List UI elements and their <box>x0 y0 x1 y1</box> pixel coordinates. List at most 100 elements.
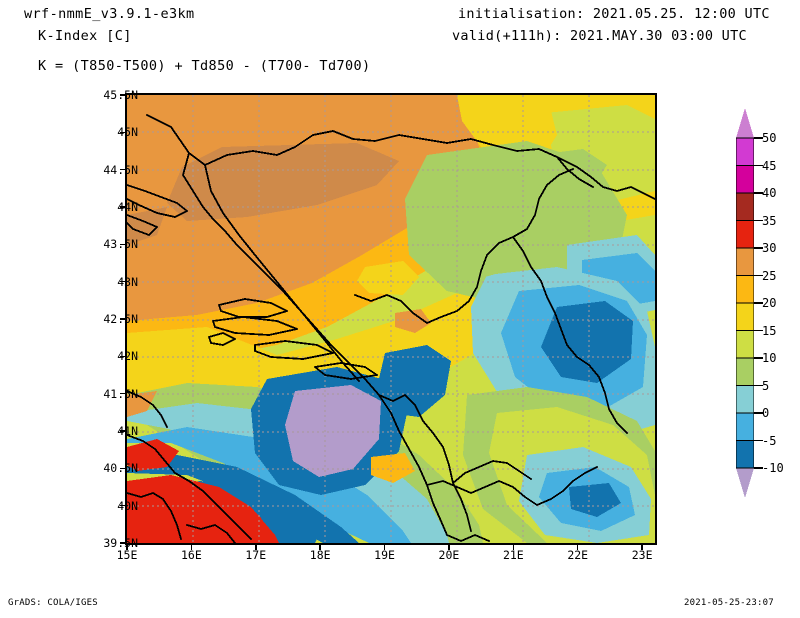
y-tick-mark <box>120 318 125 320</box>
colorbar-band <box>735 302 755 332</box>
map-plot-area <box>125 93 657 545</box>
kindex-heatmap <box>127 95 655 543</box>
colorbar-tick-label: 0 <box>762 406 770 420</box>
colorbar-tick-mark <box>754 329 763 332</box>
x-tick-mark <box>576 545 579 550</box>
x-tick-mark <box>190 545 193 550</box>
initialisation-text: initialisation: 2021.05.25. 12:00 UTC <box>458 6 770 22</box>
render-timestamp: 2021-05-25-23:07 <box>684 598 774 608</box>
colorbar-tick-label: 40 <box>762 186 777 200</box>
x-tick-mark <box>641 545 643 550</box>
x-tick-mark <box>255 545 257 550</box>
colorbar[interactable] <box>735 108 755 498</box>
colorbar-swatches <box>735 108 755 498</box>
colorbar-tick-mark <box>754 357 763 359</box>
x-tick-label: 23E <box>631 548 653 562</box>
grads-credit: GrADS: COLA/IGES <box>8 598 98 608</box>
colorbar-tick-mark <box>754 412 763 414</box>
colorbar-tick-label: 35 <box>762 213 777 228</box>
colorbar-tick-label: 5 <box>762 378 770 393</box>
x-tick-label: 19E <box>374 548 395 562</box>
y-tick-mark <box>120 206 125 208</box>
y-tick-mark <box>120 243 125 246</box>
colorbar-tick-label: 10 <box>762 351 777 365</box>
y-tick-mark <box>120 392 125 395</box>
y-tick-mark <box>120 430 125 432</box>
colorbar-band <box>735 219 755 249</box>
x-tick-mark <box>126 545 128 550</box>
band-28-westedge <box>127 207 167 245</box>
colorbar-band <box>735 247 755 277</box>
y-tick-mark <box>120 467 125 470</box>
colorbar-band <box>735 192 755 222</box>
y-tick-label: 43N <box>117 274 138 289</box>
y-tick-label: 44N <box>117 200 138 214</box>
x-tick-label: 20E <box>438 548 460 562</box>
colorbar-band <box>735 384 755 414</box>
field-title: K-Index [C] <box>38 28 132 44</box>
coastline-and-borders <box>127 114 655 543</box>
colorbar-tick-label: 50 <box>762 131 777 145</box>
colorbar-tick-label: 25 <box>762 268 777 283</box>
formula-text: K = (T850-T500) + Td850 - (T700- Td700) <box>38 58 371 74</box>
band-28-inner <box>167 143 399 221</box>
y-tick-mark <box>120 504 125 507</box>
band-m10-m5-se <box>541 301 633 383</box>
y-tick-label: 42N <box>117 349 138 364</box>
x-tick-label: 21E <box>502 548 524 562</box>
colorbar-band <box>735 137 755 167</box>
x-tick-mark <box>448 545 450 550</box>
valid-time-text: valid(+111h): 2021.MAY.30 03:00 UTC <box>452 28 747 44</box>
mottle-e <box>395 309 431 333</box>
y-tick-mark <box>120 131 125 134</box>
x-tick-mark <box>512 545 515 550</box>
colorbar-band <box>735 164 755 194</box>
colorbar-tick-mark <box>754 274 763 277</box>
colorbar-band <box>735 357 755 387</box>
x-tick-label: 15E <box>116 548 138 562</box>
y-tick-mark <box>120 542 125 544</box>
map-frame <box>125 93 657 545</box>
x-tick-label: 22E <box>567 548 589 562</box>
x-tick-mark <box>383 545 386 550</box>
x-tick-label: 18E <box>309 548 331 562</box>
colorbar-tick-label: 30 <box>762 241 777 255</box>
colorbar-tick-mark <box>754 302 763 304</box>
colorbar-tick-label: -5 <box>762 433 777 448</box>
colorbar-over-arrow <box>736 108 754 138</box>
colorbar-band <box>735 439 755 469</box>
colorbar-tick-mark <box>754 439 763 442</box>
y-tick-mark <box>120 355 125 358</box>
colorbar-band <box>735 329 755 359</box>
colorbar-tick-mark <box>754 384 763 387</box>
y-tick-mark <box>120 168 125 171</box>
band-25-30-sw-a <box>127 391 157 417</box>
colorbar-tick-mark <box>754 137 763 139</box>
colorbar-tick-mark <box>754 467 763 469</box>
band-30-35-italy-main <box>127 475 279 543</box>
colorbar-tick-mark <box>754 219 763 222</box>
mottle-d <box>371 453 415 483</box>
y-tick-mark <box>120 280 125 283</box>
colorbar-tick-label: 15 <box>762 323 777 338</box>
colorbar-tick-mark <box>754 192 763 194</box>
colorbar-band <box>735 412 755 442</box>
y-tick-mark <box>120 94 125 96</box>
mottle-c <box>357 261 419 295</box>
model-title: wrf-nmmE_v3.9.1-e3km <box>24 6 195 22</box>
x-tick-label: 17E <box>245 548 267 562</box>
colorbar-tick-mark <box>754 247 763 249</box>
colorbar-tick-label: -10 <box>762 461 784 475</box>
mottle-a <box>425 229 507 285</box>
map-canvas <box>127 95 655 543</box>
x-tick-mark <box>319 545 321 550</box>
y-tick-label: 41N <box>117 424 138 438</box>
colorbar-under-arrow <box>736 468 754 498</box>
colorbar-band <box>735 274 755 304</box>
colorbar-tick-mark <box>754 164 763 167</box>
band-below-m10-core <box>285 385 381 477</box>
y-tick-label: 45N <box>117 125 138 140</box>
colorbar-tick-label: 20 <box>762 296 777 310</box>
colorbar-band-group <box>735 137 755 469</box>
band-m10-m5-s <box>569 483 621 517</box>
